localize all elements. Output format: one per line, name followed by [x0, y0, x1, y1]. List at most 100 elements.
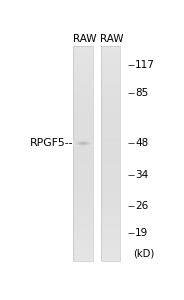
Bar [75, 141, 76, 142]
Bar [77, 143, 78, 144]
Bar [73, 224, 93, 229]
Bar [85, 144, 86, 145]
Bar [92, 142, 93, 143]
Bar [80, 142, 81, 143]
Bar [78, 144, 79, 145]
Bar [85, 144, 86, 145]
Bar [82, 141, 83, 142]
Bar [78, 142, 79, 143]
Bar [84, 145, 85, 146]
Bar [77, 144, 78, 145]
Bar [82, 142, 83, 143]
Bar [86, 141, 87, 142]
Bar [83, 141, 84, 142]
Bar [87, 145, 88, 146]
Bar [74, 141, 75, 142]
Bar [73, 239, 93, 245]
Bar [78, 143, 79, 144]
Bar [92, 144, 93, 145]
Bar [73, 143, 74, 144]
Bar [79, 144, 80, 145]
Bar [101, 170, 120, 175]
Bar [101, 57, 120, 62]
Bar [85, 142, 86, 143]
Bar [80, 143, 81, 144]
Bar [87, 142, 88, 143]
Bar [101, 186, 120, 191]
Bar [101, 68, 120, 73]
Bar [85, 144, 86, 145]
Bar [73, 144, 74, 145]
Bar [74, 144, 75, 145]
Bar [101, 250, 120, 256]
Bar [101, 116, 120, 122]
Text: 34: 34 [135, 169, 148, 180]
Bar [84, 141, 85, 142]
Bar [92, 141, 93, 142]
Bar [79, 142, 80, 143]
Bar [79, 143, 80, 144]
Bar [101, 180, 120, 186]
Bar [73, 250, 93, 256]
Bar [73, 100, 93, 106]
Bar [73, 46, 93, 261]
Bar [90, 144, 91, 145]
Bar [101, 137, 120, 143]
Bar [82, 143, 83, 144]
Bar [85, 141, 86, 142]
Bar [73, 144, 74, 145]
Text: RPGF5--: RPGF5-- [30, 138, 74, 148]
Bar [73, 137, 93, 143]
Bar [81, 144, 82, 145]
Bar [82, 141, 83, 142]
Bar [101, 245, 120, 250]
Bar [73, 154, 93, 159]
Bar [87, 144, 88, 145]
Bar [84, 144, 85, 145]
Bar [73, 78, 93, 84]
Bar [87, 144, 88, 145]
Bar [87, 141, 88, 142]
Bar [87, 143, 88, 144]
Bar [86, 143, 87, 144]
Text: 48: 48 [135, 138, 148, 148]
Bar [101, 229, 120, 234]
Bar [80, 144, 81, 145]
Bar [83, 145, 84, 146]
Bar [73, 52, 93, 57]
Bar [85, 143, 86, 144]
Bar [90, 143, 91, 144]
Bar [90, 141, 91, 142]
Bar [81, 141, 82, 142]
Bar [73, 218, 93, 224]
Bar [101, 224, 120, 229]
Bar [82, 144, 83, 145]
Bar [75, 144, 76, 145]
Bar [85, 141, 86, 142]
Bar [89, 144, 90, 145]
Bar [101, 46, 120, 261]
Bar [76, 141, 77, 142]
Bar [76, 142, 77, 143]
Bar [73, 213, 93, 218]
Bar [101, 202, 120, 208]
Bar [73, 145, 74, 146]
Bar [87, 144, 88, 145]
Bar [82, 143, 83, 144]
Bar [87, 145, 88, 146]
Bar [74, 145, 75, 146]
Bar [91, 141, 92, 142]
Bar [75, 143, 76, 144]
Bar [73, 141, 74, 142]
Bar [81, 143, 82, 144]
Bar [73, 143, 93, 148]
Bar [73, 186, 93, 191]
Text: RAW: RAW [100, 34, 123, 44]
Bar [76, 143, 77, 144]
Bar [90, 143, 91, 144]
Bar [82, 144, 83, 145]
Bar [73, 46, 93, 52]
Bar [81, 141, 82, 142]
Bar [101, 127, 120, 132]
Bar [81, 145, 82, 146]
